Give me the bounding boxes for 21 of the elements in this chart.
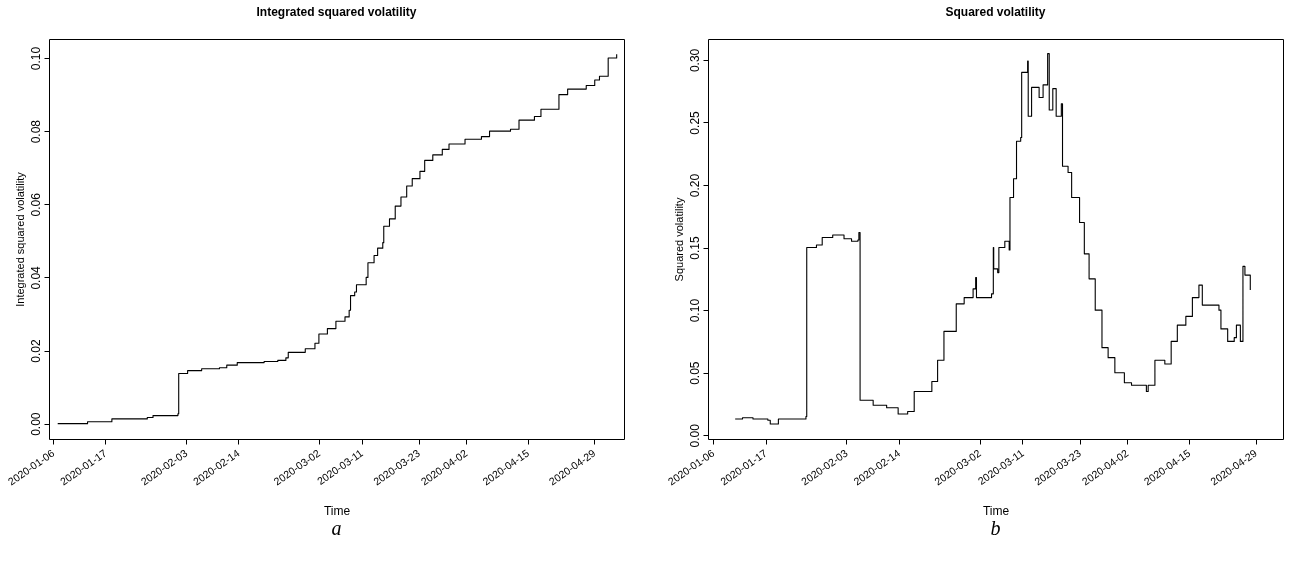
y-tick-label: 0.00	[687, 423, 702, 448]
y-axis-title: Squared volatility	[672, 197, 685, 282]
x-axis-title: Time	[323, 503, 351, 518]
chart-title: Integrated squared volatility	[256, 5, 417, 19]
y-tick-label: 0.08	[28, 119, 43, 144]
y-tick-label: 0.02	[28, 339, 43, 363]
y-tick-label: 0.00	[28, 412, 43, 436]
y-tick-label: 0.25	[687, 110, 702, 135]
y-tick-label: 0.30	[687, 48, 702, 73]
y-tick-label: 0.10	[28, 46, 43, 71]
chart-title: Squared volatility	[945, 5, 1046, 19]
y-tick-label: 0.20	[687, 173, 702, 198]
y-tick-label: 0.15	[687, 236, 702, 260]
y-tick-label: 0.10	[687, 298, 702, 323]
y-tick-label: 0.04	[28, 265, 43, 290]
y-tick-label: 0.06	[28, 192, 43, 217]
text: b	[990, 517, 1001, 539]
y-tick-label: 0.05	[687, 361, 702, 385]
text: a	[331, 517, 342, 539]
y-axis-title: Integrated squared volatility	[13, 171, 26, 307]
x-axis-title: Time	[982, 503, 1010, 518]
